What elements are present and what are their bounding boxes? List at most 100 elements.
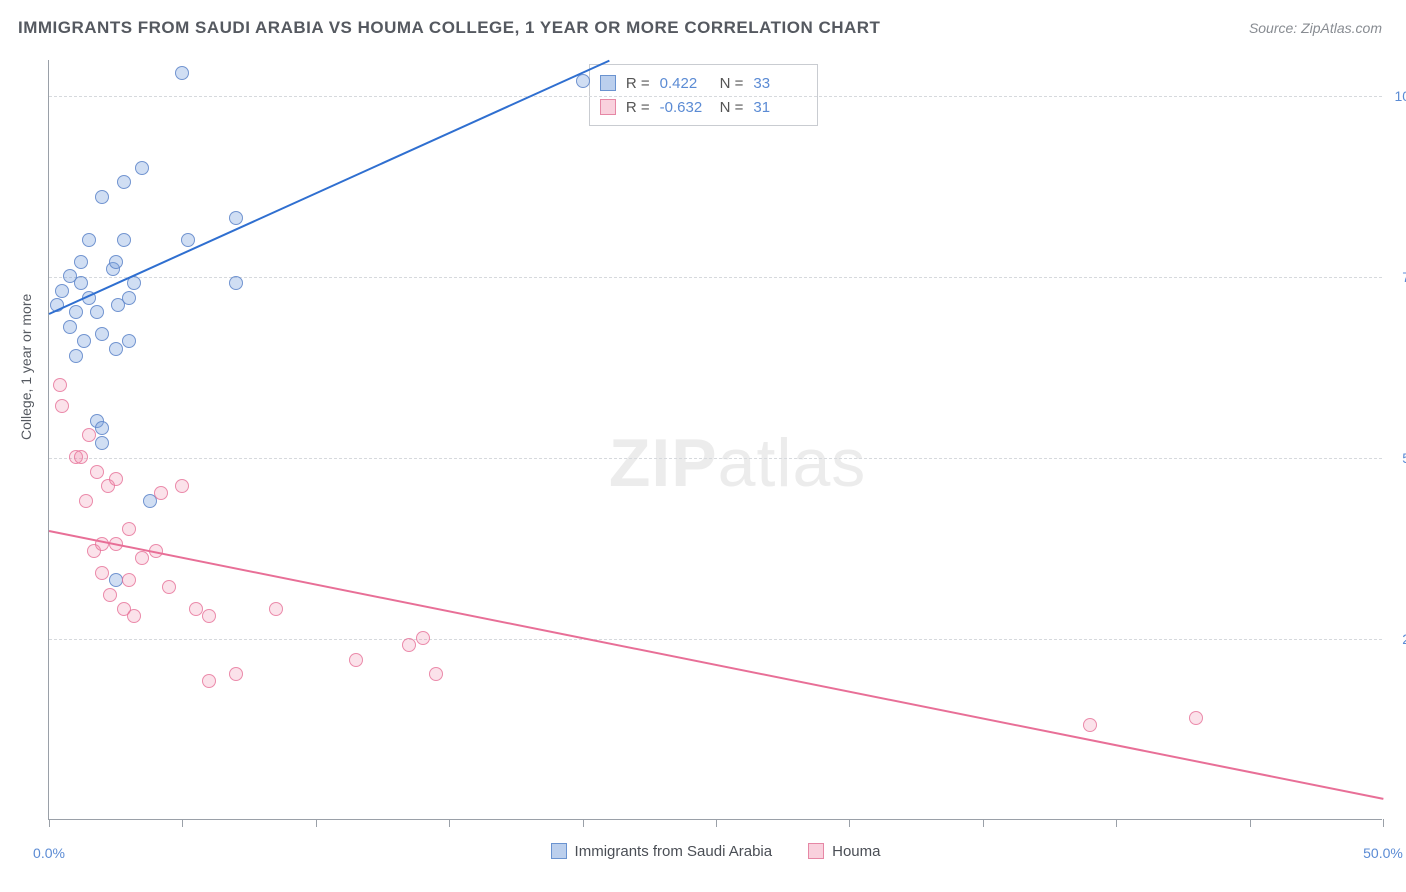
data-point bbox=[154, 486, 168, 500]
data-point bbox=[95, 421, 109, 435]
data-point bbox=[117, 233, 131, 247]
scatter-plot-area: ZIPatlas R = 0.422 N = 33 R = -0.632 N = 31… bbox=[48, 60, 1382, 820]
series-swatch-icon bbox=[600, 75, 616, 91]
x-tick-label: 0.0% bbox=[33, 845, 65, 861]
data-point bbox=[69, 305, 83, 319]
x-tick bbox=[716, 819, 717, 827]
data-point bbox=[202, 609, 216, 623]
y-tick-label: 25.0% bbox=[1402, 631, 1406, 647]
legend-item: Immigrants from Saudi Arabia bbox=[551, 843, 773, 860]
data-point bbox=[127, 609, 141, 623]
legend-swatch-icon bbox=[808, 843, 824, 859]
x-tick bbox=[1383, 819, 1384, 827]
data-point bbox=[95, 327, 109, 341]
data-point bbox=[109, 573, 123, 587]
x-tick bbox=[1116, 819, 1117, 827]
data-point bbox=[122, 334, 136, 348]
stat-value-n: 33 bbox=[753, 75, 803, 92]
data-point bbox=[63, 320, 77, 334]
watermark-bold: ZIP bbox=[609, 425, 718, 501]
stat-value-n: 31 bbox=[753, 99, 803, 116]
data-point bbox=[202, 674, 216, 688]
stat-label-n: N = bbox=[720, 75, 744, 92]
correlation-stats-box: R = 0.422 N = 33 R = -0.632 N = 31 bbox=[589, 64, 819, 126]
x-tick-label: 50.0% bbox=[1363, 845, 1403, 861]
data-point bbox=[1083, 718, 1097, 732]
x-tick bbox=[1250, 819, 1251, 827]
gridline-h bbox=[49, 458, 1382, 459]
data-point bbox=[55, 284, 69, 298]
data-point bbox=[90, 465, 104, 479]
data-point bbox=[135, 551, 149, 565]
series-swatch-icon bbox=[600, 99, 616, 115]
x-tick bbox=[449, 819, 450, 827]
data-point bbox=[189, 602, 203, 616]
data-point bbox=[135, 161, 149, 175]
data-point bbox=[229, 667, 243, 681]
data-point bbox=[53, 378, 67, 392]
data-point bbox=[74, 450, 88, 464]
data-point bbox=[95, 566, 109, 580]
series-legend: Immigrants from Saudi Arabia Houma bbox=[49, 843, 1382, 864]
data-point bbox=[103, 588, 117, 602]
data-point bbox=[402, 638, 416, 652]
data-point bbox=[122, 291, 136, 305]
stats-row: R = 0.422 N = 33 bbox=[600, 71, 804, 95]
data-point bbox=[122, 573, 136, 587]
gridline-h bbox=[49, 277, 1382, 278]
watermark: ZIPatlas bbox=[609, 424, 866, 502]
x-tick bbox=[849, 819, 850, 827]
data-point bbox=[69, 349, 83, 363]
data-point bbox=[109, 342, 123, 356]
data-point bbox=[95, 436, 109, 450]
data-point bbox=[175, 479, 189, 493]
y-tick-label: 100.0% bbox=[1395, 88, 1406, 104]
stats-row: R = -0.632 N = 31 bbox=[600, 95, 804, 119]
x-tick bbox=[316, 819, 317, 827]
legend-label: Houma bbox=[832, 843, 880, 860]
data-point bbox=[79, 494, 93, 508]
trend-line bbox=[49, 530, 1383, 800]
gridline-h bbox=[49, 96, 1382, 97]
data-point bbox=[122, 522, 136, 536]
data-point bbox=[416, 631, 430, 645]
x-tick bbox=[583, 819, 584, 827]
data-point bbox=[1189, 711, 1203, 725]
x-tick bbox=[983, 819, 984, 827]
y-axis-title: College, 1 year or more bbox=[18, 294, 34, 440]
data-point bbox=[117, 175, 131, 189]
legend-item: Houma bbox=[808, 843, 880, 860]
x-tick bbox=[49, 819, 50, 827]
data-point bbox=[175, 66, 189, 80]
data-point bbox=[90, 305, 104, 319]
chart-title: IMMIGRANTS FROM SAUDI ARABIA VS HOUMA CO… bbox=[18, 18, 880, 38]
data-point bbox=[77, 334, 91, 348]
legend-swatch-icon bbox=[551, 843, 567, 859]
data-point bbox=[74, 276, 88, 290]
data-point bbox=[181, 233, 195, 247]
data-point bbox=[82, 428, 96, 442]
data-point bbox=[95, 190, 109, 204]
data-point bbox=[74, 255, 88, 269]
data-point bbox=[109, 472, 123, 486]
data-point bbox=[162, 580, 176, 594]
stat-value-r: 0.422 bbox=[660, 75, 710, 92]
data-point bbox=[349, 653, 363, 667]
stat-label-r: R = bbox=[626, 99, 650, 116]
data-point bbox=[109, 255, 123, 269]
data-point bbox=[429, 667, 443, 681]
data-point bbox=[229, 211, 243, 225]
stat-label-r: R = bbox=[626, 75, 650, 92]
data-point bbox=[269, 602, 283, 616]
data-point bbox=[229, 276, 243, 290]
legend-label: Immigrants from Saudi Arabia bbox=[575, 843, 773, 860]
data-point bbox=[82, 233, 96, 247]
gridline-h bbox=[49, 639, 1382, 640]
stat-label-n: N = bbox=[720, 99, 744, 116]
stat-value-r: -0.632 bbox=[660, 99, 710, 116]
data-point bbox=[55, 399, 69, 413]
y-tick-label: 75.0% bbox=[1402, 269, 1406, 285]
source-attribution: Source: ZipAtlas.com bbox=[1249, 20, 1382, 36]
y-tick-label: 50.0% bbox=[1402, 450, 1406, 466]
watermark-rest: atlas bbox=[718, 425, 867, 501]
